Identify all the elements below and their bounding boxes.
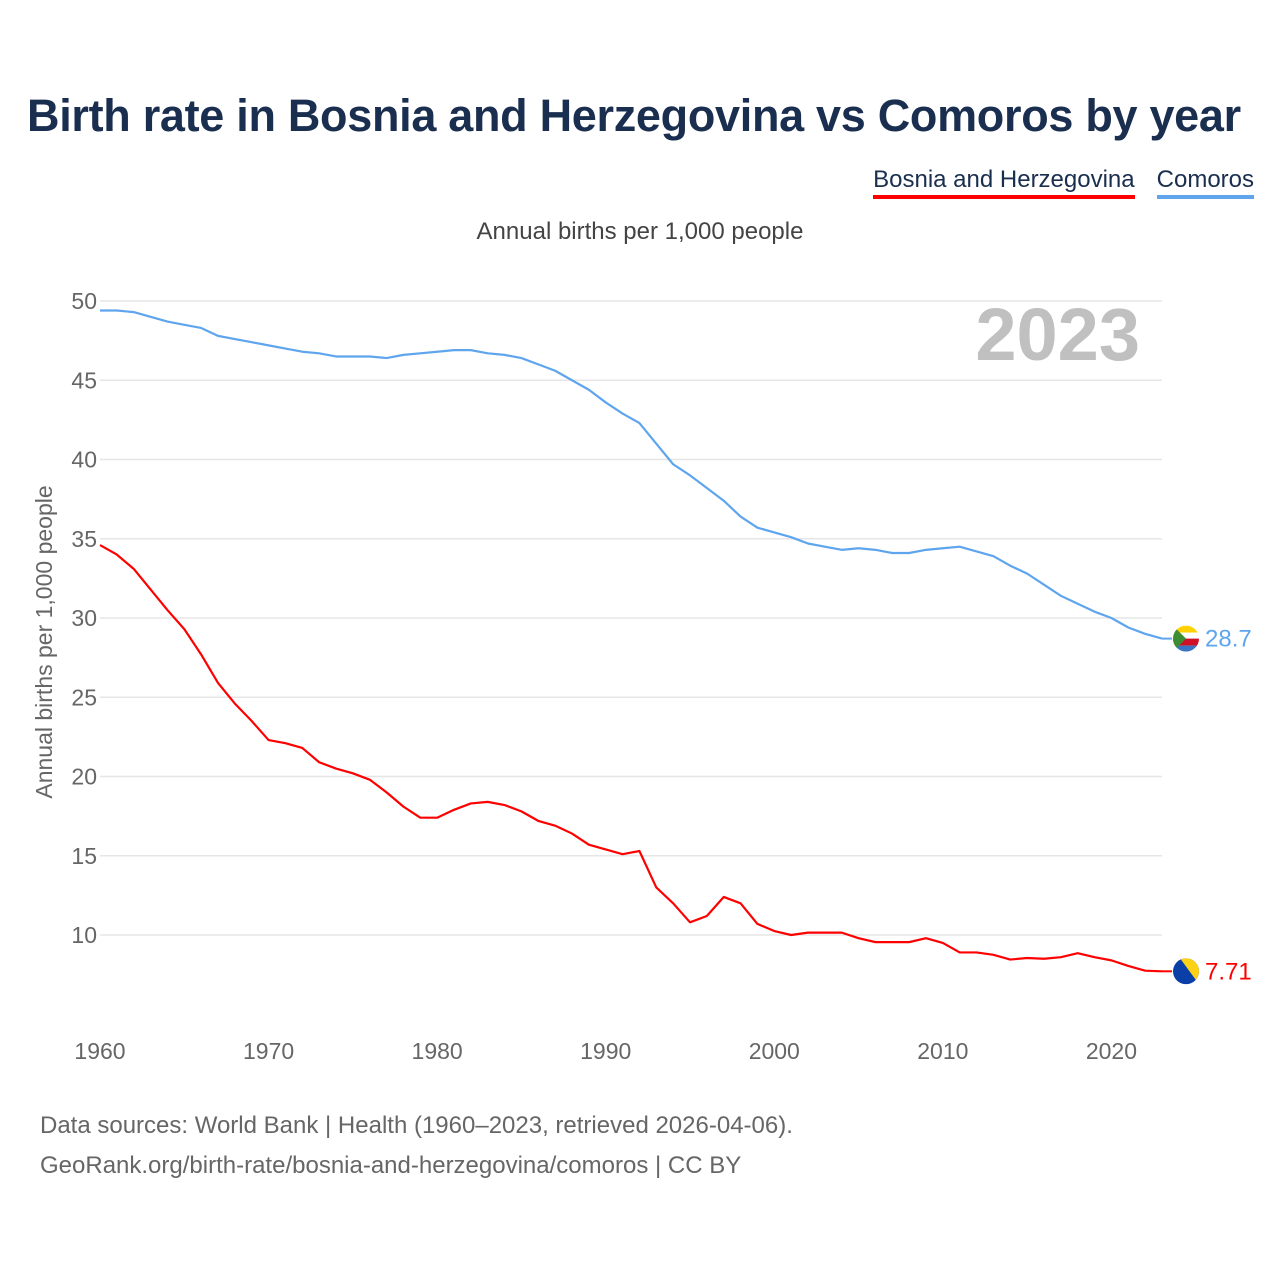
x-tick-label: 1960 — [74, 1038, 125, 1064]
y-tick-label: 15 — [71, 843, 97, 869]
x-tick-label: 2000 — [749, 1038, 800, 1064]
end-value-label: 28.7 — [1205, 626, 1252, 653]
chart-subtitle: Annual births per 1,000 people — [476, 218, 804, 245]
legend-item-bosnia[interactable]: Bosnia and Herzegovina — [873, 166, 1135, 199]
footer: Data sources: World Bank | Health (1960–… — [40, 1106, 793, 1186]
x-tick-label: 1990 — [580, 1038, 631, 1064]
chart-title: Birth rate in Bosnia and Herzegovina vs … — [27, 90, 1241, 141]
y-tick-label: 45 — [71, 367, 97, 393]
end-value-label: 7.71 — [1205, 958, 1252, 985]
comoros-flag-icon — [1173, 625, 1199, 652]
series-line-comoros — [100, 309, 1163, 640]
year-watermark: 2023 — [975, 293, 1140, 376]
y-tick-label: 40 — [71, 447, 97, 473]
series-line-bosnia — [99, 544, 1163, 973]
y-tick-label: 25 — [71, 684, 97, 710]
legend: Bosnia and Herzegovina Comoros — [873, 166, 1254, 199]
legend-item-comoros[interactable]: Comoros — [1156, 166, 1254, 199]
attribution-link[interactable]: GeoRank.org/birth-rate/bosnia-and-herzeg… — [40, 1152, 742, 1179]
x-tick-label: 2010 — [917, 1038, 968, 1064]
y-tick-label: 30 — [71, 605, 97, 631]
y-tick-label: 10 — [71, 922, 97, 948]
x-tick-label: 1980 — [412, 1038, 463, 1064]
y-tick-label: 35 — [71, 526, 97, 552]
x-tick-label: 1970 — [243, 1038, 294, 1064]
source-text: Data sources: World Bank | Health (1960–… — [40, 1112, 793, 1139]
x-tick-label: 2020 — [1086, 1038, 1137, 1064]
y-tick-label: 50 — [71, 288, 97, 314]
bosnia-flag-icon — [1173, 958, 1199, 985]
y-tick-label: 20 — [71, 764, 97, 790]
y-axis-label: Annual births per 1,000 people — [31, 485, 57, 798]
